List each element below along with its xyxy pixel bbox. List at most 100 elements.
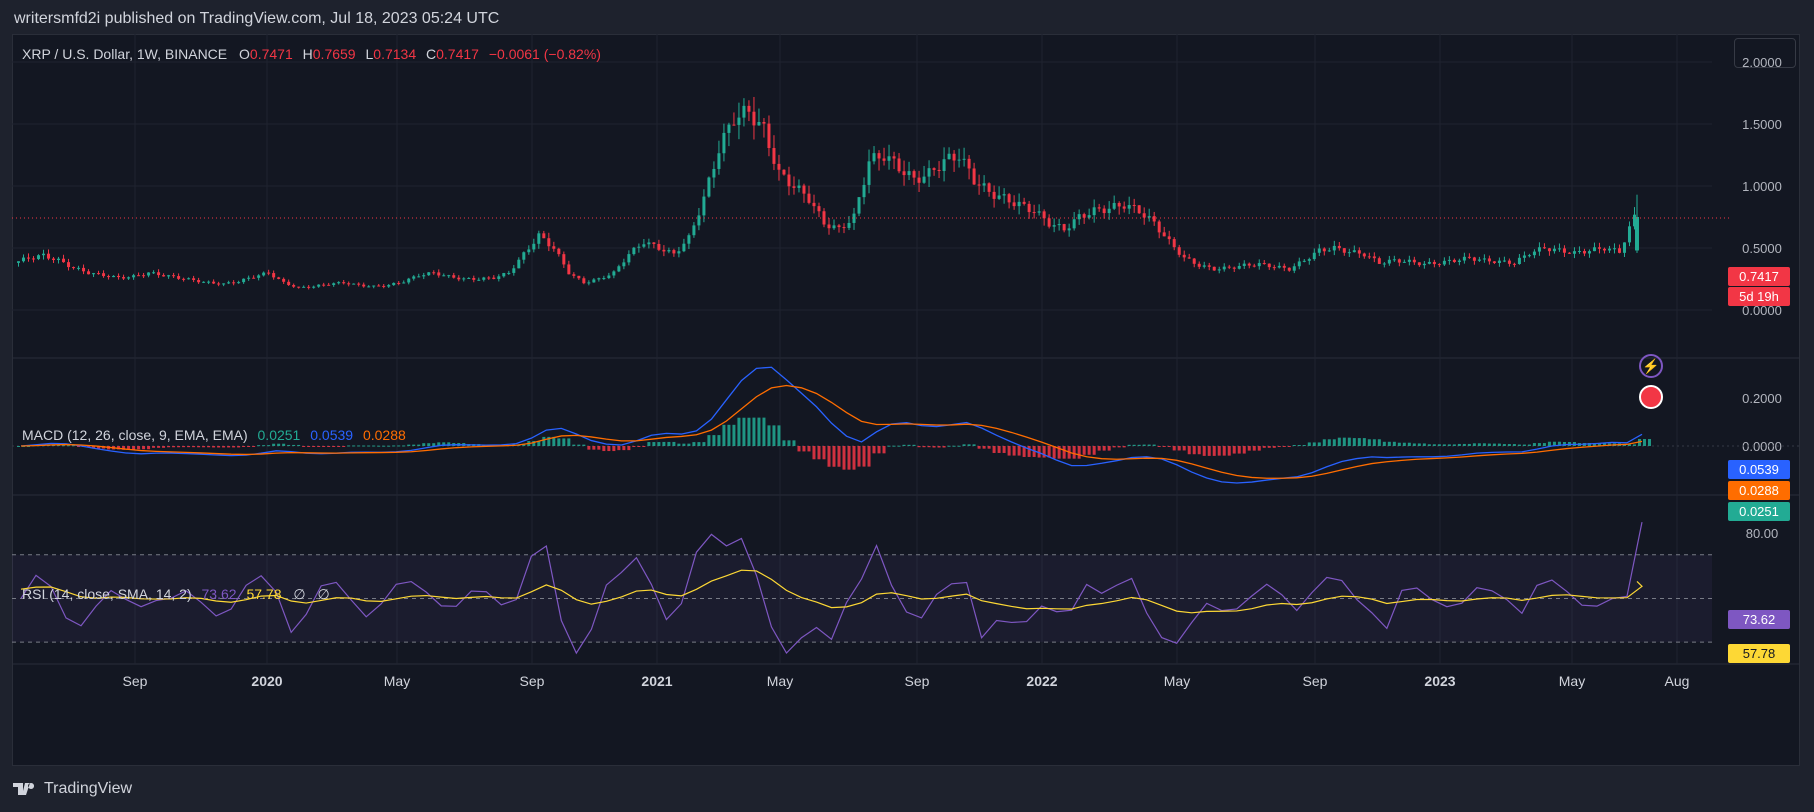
candle-body xyxy=(1143,213,1146,217)
candle-body xyxy=(372,286,375,287)
candle-body xyxy=(1583,251,1586,254)
macd-hist-bar xyxy=(792,440,795,446)
candle-body xyxy=(97,273,100,274)
macd-hist-bar xyxy=(1633,444,1636,446)
macd-hist-bar xyxy=(1463,444,1466,446)
candle-body xyxy=(312,287,315,288)
macd-hist-bar xyxy=(142,446,145,449)
candle-body xyxy=(1278,266,1281,268)
candle-body xyxy=(1473,257,1476,260)
candle-body xyxy=(923,177,926,183)
macd-hist-bar xyxy=(903,445,906,446)
chart-settings-button[interactable] xyxy=(1734,38,1796,68)
macd-hist-bar xyxy=(868,446,871,467)
time-axis-label: May xyxy=(767,673,793,689)
macd-hist-bar xyxy=(412,445,415,446)
macd-axis-label: 0.2000 xyxy=(1742,391,1782,406)
macd-hist-bar xyxy=(1223,446,1226,456)
macd-hist-bar xyxy=(1293,445,1296,446)
rsi-title[interactable]: RSI (14, close, SMA, 14, 2) xyxy=(22,586,192,602)
macd-hist-bar xyxy=(1148,445,1151,446)
macd-hist-bar xyxy=(337,446,340,447)
macd-hist-bar xyxy=(1163,446,1166,447)
candle-body xyxy=(1018,202,1021,206)
macd-hist-bar xyxy=(1478,443,1481,446)
candle-body xyxy=(657,244,660,250)
macd-hist-bar xyxy=(237,446,240,447)
candle-body xyxy=(1053,225,1056,227)
candle-body xyxy=(1538,247,1541,251)
candle-body xyxy=(1433,262,1436,264)
close-label: C xyxy=(426,46,436,62)
candle-body xyxy=(212,282,215,284)
lightning-icon[interactable]: ⚡ xyxy=(1639,354,1663,378)
macd-hist-bar xyxy=(1418,443,1421,446)
candle-body xyxy=(1313,253,1316,259)
candle-body xyxy=(1413,260,1416,263)
macd-hist-bar xyxy=(302,446,305,447)
candle-body xyxy=(412,276,415,278)
macd-hist-bar xyxy=(1473,443,1476,446)
macd-hist-bar xyxy=(1518,445,1521,446)
candle-body xyxy=(392,283,395,285)
macd-hist-bar xyxy=(1503,444,1506,446)
macd-legend: MACD (12, 26, close, 9, EMA, EMA) 0.0251… xyxy=(22,427,406,443)
rsi-tag: 73.62 xyxy=(1728,610,1790,629)
candle-body xyxy=(722,133,725,153)
candle-body xyxy=(427,272,430,275)
candle-body xyxy=(737,118,740,125)
macd-hist-bar xyxy=(282,444,285,446)
macd-hist-bar xyxy=(272,444,275,446)
macd-hist-bar xyxy=(187,446,190,447)
candle-body xyxy=(27,258,30,259)
macd-hist-bar xyxy=(427,443,430,446)
candle-body xyxy=(177,276,180,279)
candle-body xyxy=(1328,250,1331,251)
macd-hist-bar xyxy=(1408,443,1411,446)
macd-hist-bar xyxy=(687,444,690,446)
macd-hist-bar xyxy=(702,442,705,446)
macd-hist-bar xyxy=(232,446,235,447)
candle-body xyxy=(1598,247,1601,249)
macd-hist-bar xyxy=(888,446,891,447)
macd-hist-bar xyxy=(592,446,595,450)
candle-body xyxy=(1168,236,1171,239)
macd-hist-bar xyxy=(1448,444,1451,446)
macd-hist-bar xyxy=(1303,445,1306,446)
macd-hist-bar xyxy=(177,446,180,447)
macd-hist-bar xyxy=(1108,446,1111,451)
candle-body xyxy=(1183,255,1186,258)
publish-info: writersmfd2i published on TradingView.co… xyxy=(14,10,499,28)
candle-body xyxy=(1193,259,1196,264)
candle-body xyxy=(517,260,520,269)
macd-hist-bar xyxy=(407,445,410,446)
tradingview-logo-icon xyxy=(12,782,38,796)
candle-body xyxy=(1483,258,1486,259)
candle-body xyxy=(1523,255,1526,257)
macd-hist-bar xyxy=(322,446,325,447)
candle-body xyxy=(1108,209,1111,213)
candle-body xyxy=(672,250,675,253)
candle-body xyxy=(752,112,755,126)
candle-body xyxy=(402,282,405,283)
candle-body xyxy=(147,272,150,275)
symbol-title[interactable]: XRP / U.S. Dollar, 1W, BINANCE xyxy=(22,46,227,62)
candle-body xyxy=(37,255,40,259)
candle-body xyxy=(232,282,235,283)
candle-body xyxy=(172,275,175,276)
candle-body xyxy=(1563,248,1566,252)
footer-brand[interactable]: TradingView xyxy=(44,780,132,798)
macd-hist-bar xyxy=(1548,442,1551,446)
macd-title[interactable]: MACD (12, 26, close, 9, EMA, EMA) xyxy=(22,427,248,443)
macd-hist-bar xyxy=(157,446,160,448)
hist-tag: 0.0251 xyxy=(1728,502,1790,521)
flag-us-icon[interactable] xyxy=(1639,385,1663,409)
candle-body xyxy=(1438,264,1441,265)
chart-canvas[interactable]: 2.00001.50001.00000.50000.00000.20000.00… xyxy=(12,34,1800,766)
candle-body xyxy=(1478,260,1481,261)
macd-hist-bar xyxy=(767,425,770,446)
candle-body xyxy=(1528,255,1531,256)
candle-body xyxy=(582,278,585,283)
candle-body xyxy=(1258,263,1261,266)
candle-body xyxy=(432,272,435,273)
